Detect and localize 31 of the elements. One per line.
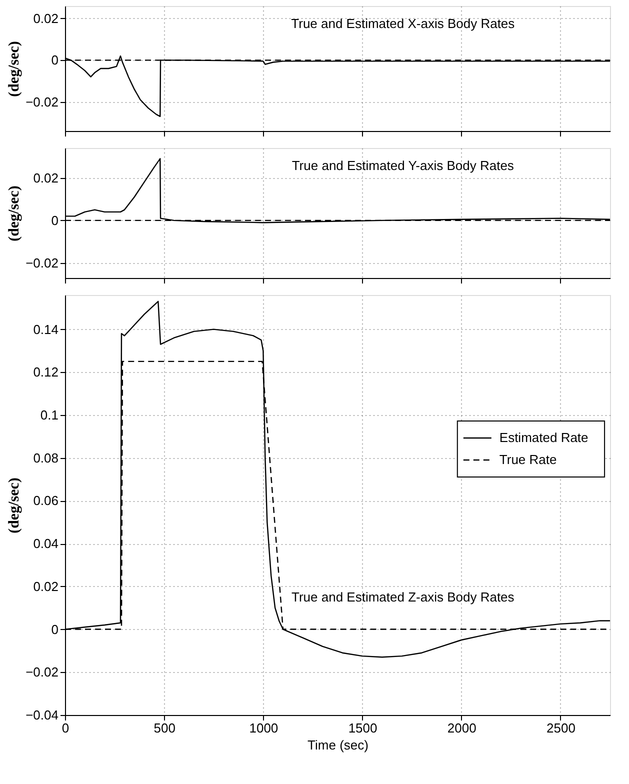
y-tick-label: 0.14 <box>33 322 58 337</box>
x-tick-label: 500 <box>154 720 176 736</box>
x-tick-label: 2000 <box>447 720 476 736</box>
y-tick-label: −0.02 <box>26 664 58 680</box>
y-tick-label: −0.02 <box>26 94 58 110</box>
y-tick-label: 0.04 <box>33 536 58 552</box>
y-axis-title: (deg/sec) <box>6 41 23 97</box>
x-tick-label: 1500 <box>348 720 378 736</box>
legend-label: Estimated Rate <box>499 430 588 445</box>
text: True and Estimated Y-axis Body Rates <box>292 158 514 173</box>
y-tick-label: 0 <box>51 212 58 228</box>
x-tick-label: 0 <box>62 720 70 736</box>
y-axis-title: (deg/sec) <box>6 478 23 534</box>
y-tick-label: 0.12 <box>33 364 58 380</box>
y-tick-label: 0.06 <box>33 493 58 508</box>
y-tick-label: 0.02 <box>33 170 58 186</box>
y-tick-label: 0 <box>51 622 58 637</box>
y-tick-label: 0.02 <box>33 11 58 26</box>
y-tick-label: 0.02 <box>33 578 58 594</box>
x-tick-label: 1000 <box>249 720 278 736</box>
legend-label: True Rate <box>499 452 557 467</box>
y-tick-label: 0 <box>51 52 58 68</box>
text: True and Estimated Z-axis Body Rates <box>292 589 515 604</box>
x-axis-title: Time (sec) <box>308 738 368 752</box>
y-tick-label: −0.02 <box>26 256 58 271</box>
text: True and Estimated X-axis Body Rates <box>291 16 516 31</box>
x-tick-label: 2500 <box>546 720 576 736</box>
y-tick-label: −0.04 <box>26 708 58 722</box>
y-tick-label: 0.1 <box>40 408 58 422</box>
y-tick-label: 0.08 <box>33 450 58 466</box>
y-axis-title: (deg/sec) <box>6 186 23 242</box>
